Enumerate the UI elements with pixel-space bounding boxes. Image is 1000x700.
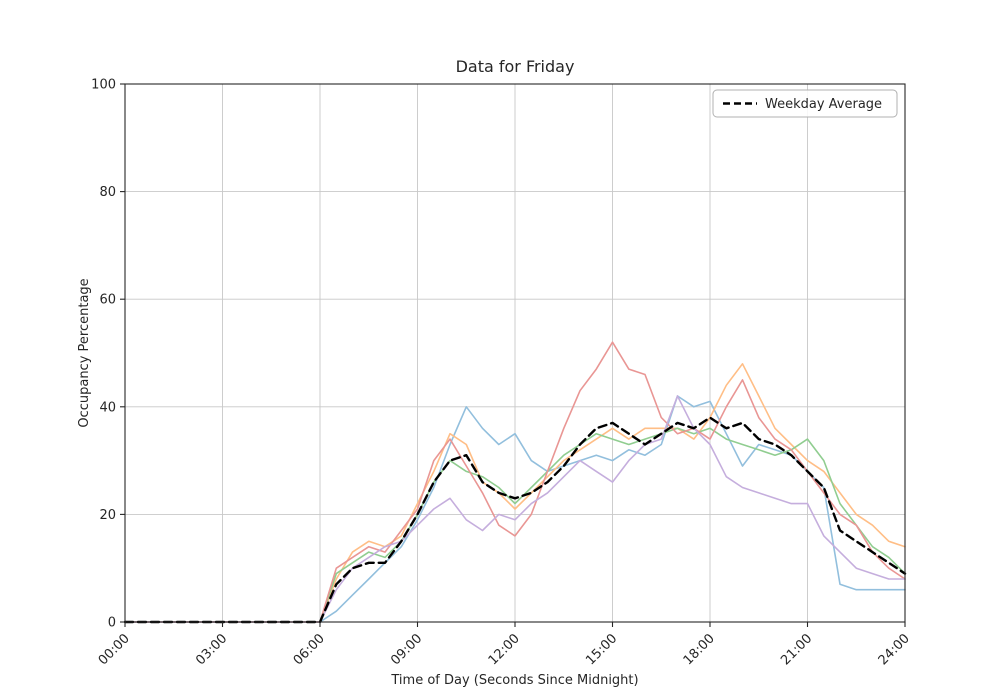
- x-tick-label: 00:00: [96, 631, 133, 668]
- y-tick-label: 80: [99, 185, 116, 200]
- x-tick-label: 15:00: [583, 631, 620, 668]
- x-tick-label: 21:00: [778, 631, 815, 668]
- y-tick-label: 20: [99, 508, 116, 523]
- y-tick-label: 0: [108, 616, 116, 631]
- grid-lines: [124, 83, 906, 623]
- legend-label: Weekday Average: [765, 97, 882, 112]
- x-tick-label: 18:00: [681, 631, 718, 668]
- axis-ticks: 00:00 03:00 06:00 09:00 12:00 15:00 18:00 21:00…: [91, 78, 913, 669]
- x-tick-label: 09:00: [388, 631, 425, 668]
- x-tick-label: 03:00: [193, 631, 230, 668]
- x-tick-label: 24:00: [876, 631, 913, 668]
- legend-box: [712, 89, 898, 118]
- x-tick-label: 12:00: [486, 631, 523, 668]
- x-axis-label: Time of Day (Seconds Since Midnight): [390, 673, 638, 688]
- legend: Weekday Average: [712, 89, 898, 118]
- y-tick-label: 60: [99, 293, 116, 308]
- x-tick-label: 06:00: [291, 631, 328, 668]
- y-tick-label: 40: [99, 400, 116, 415]
- y-tick-label: 100: [91, 78, 116, 93]
- y-axis-label: Occupancy Percentage: [77, 278, 92, 427]
- chart-title: Data for Friday: [456, 57, 575, 76]
